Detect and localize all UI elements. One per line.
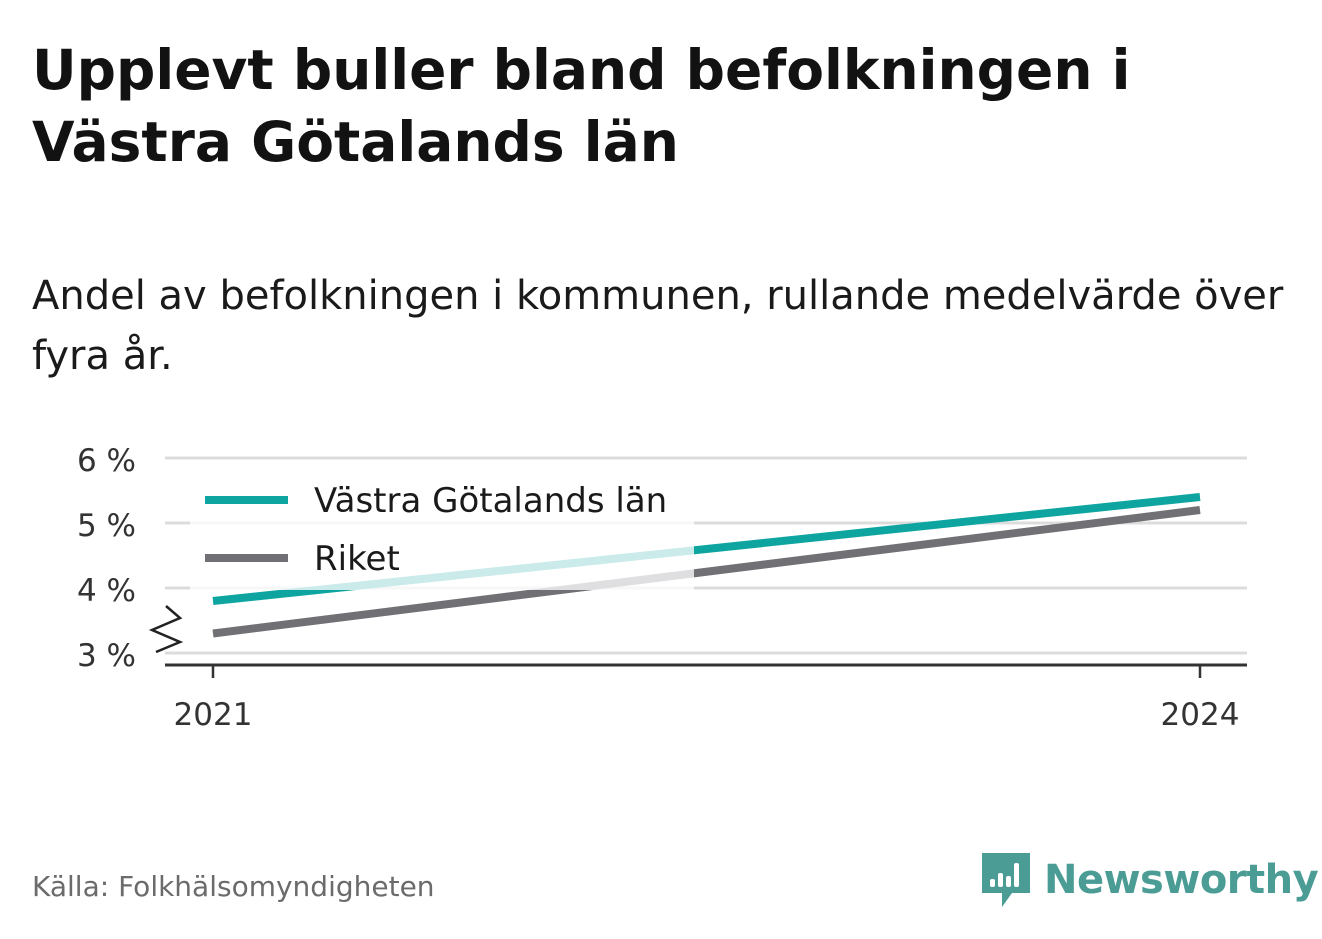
- y-tick-label: 4 %: [77, 573, 136, 609]
- brand-name: Newsworthy: [1044, 857, 1319, 903]
- series-line: [212, 506, 1201, 638]
- legend-label: Riket: [314, 539, 400, 579]
- legend-label: Västra Götalands län: [314, 481, 667, 521]
- x-tick-label: 2021: [174, 697, 253, 733]
- newsworthy-logo-icon: [982, 853, 1030, 907]
- y-axis-ticks: 3 % 4 % 5 % 6 %: [77, 443, 136, 674]
- x-tick-label: 2024: [1161, 697, 1240, 733]
- chart-subtitle: Andel av befolkningen i kommunen, rullan…: [32, 273, 1284, 379]
- y-tick-label: 5 %: [77, 508, 136, 544]
- brand-logo: Newsworthy: [980, 848, 1319, 912]
- chart-title: Upplevt buller bland befolkningen i Väst…: [32, 38, 1131, 174]
- source-note: Källa: Folkhälsomyndigheten: [32, 870, 435, 903]
- y-tick-label: 3 %: [77, 638, 136, 674]
- axis-break-icon: [148, 605, 184, 654]
- y-tick-label: 6 %: [77, 443, 136, 479]
- line-chart: 3 % 4 % 5 % 6 % 2021 2024 Västra Götalands l…: [77, 443, 1247, 733]
- legend: Västra Götalands län Riket: [190, 470, 694, 590]
- legend-background: [190, 470, 694, 590]
- x-axis: 2021 2024: [165, 663, 1247, 733]
